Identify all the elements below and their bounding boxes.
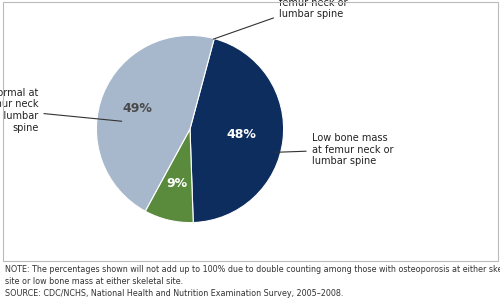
Wedge shape	[190, 39, 284, 223]
Wedge shape	[96, 35, 214, 211]
Text: site or low bone mass at either skeletal site.: site or low bone mass at either skeletal…	[5, 278, 183, 286]
Wedge shape	[145, 129, 193, 223]
Text: NOTE: The percentages shown will not add up to 100% due to double counting among: NOTE: The percentages shown will not add…	[5, 266, 500, 274]
Text: Normal at
femur neck
and lumbar
spine: Normal at femur neck and lumbar spine	[0, 88, 122, 133]
Text: 49%: 49%	[123, 102, 153, 115]
Text: 48%: 48%	[226, 128, 256, 141]
Text: Low bone mass
at femur neck or
lumbar spine: Low bone mass at femur neck or lumbar sp…	[275, 133, 393, 166]
Text: SOURCE: CDC/NCHS, National Health and Nutrition Examination Survey, 2005–2008.: SOURCE: CDC/NCHS, National Health and Nu…	[5, 289, 344, 298]
Text: Osteoporosis at
femur neck or
lumbar spine: Osteoporosis at femur neck or lumbar spi…	[213, 0, 355, 39]
Text: 9%: 9%	[166, 177, 188, 190]
